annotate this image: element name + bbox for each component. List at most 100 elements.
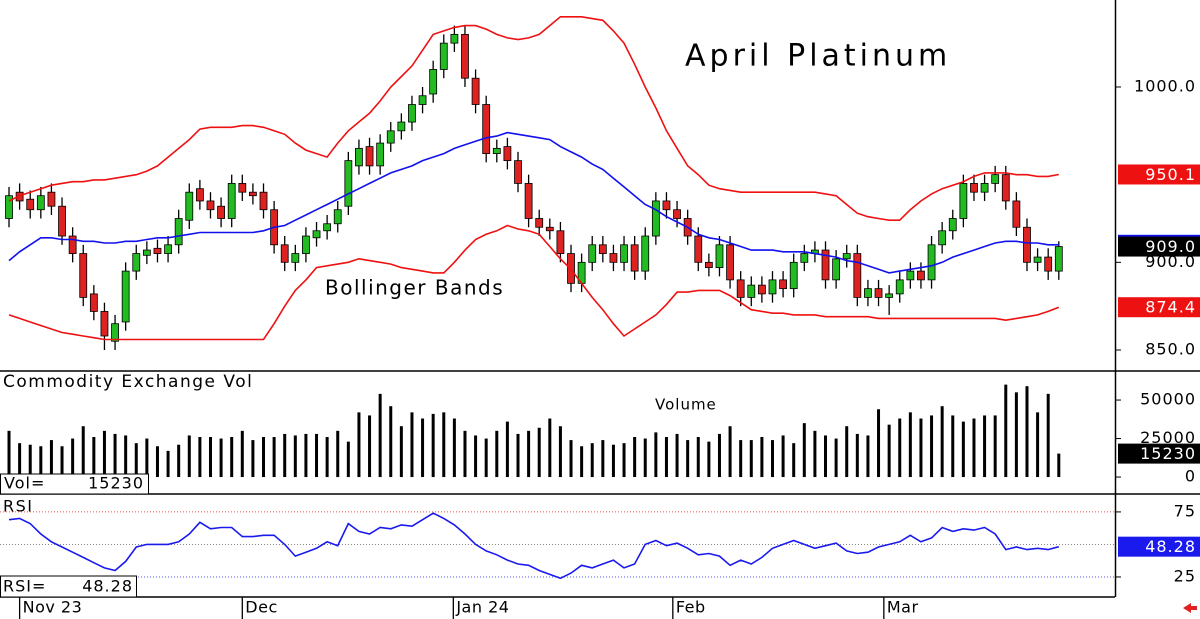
volume-bar xyxy=(368,415,372,478)
volume-bar xyxy=(686,440,690,478)
y-tick-label: 75 xyxy=(1174,501,1196,520)
volume-bar xyxy=(49,440,53,478)
volume-bar xyxy=(18,443,22,478)
candle-body xyxy=(461,33,469,79)
candle-body xyxy=(217,205,225,219)
volume-bar xyxy=(717,433,721,478)
volume-bar xyxy=(951,415,955,478)
volume-bar xyxy=(792,443,796,478)
volume-bar xyxy=(177,444,181,478)
volume-bar xyxy=(240,430,244,478)
volume-bar xyxy=(187,435,191,478)
candle-body xyxy=(704,261,713,268)
volume-bar xyxy=(346,441,350,478)
band-last-label-box xyxy=(1118,164,1200,185)
candle-body xyxy=(864,288,872,298)
volume-bar xyxy=(262,437,266,478)
volume-bar xyxy=(484,438,488,478)
volume-bar xyxy=(1004,384,1008,478)
volume-bar xyxy=(558,426,562,478)
candle-body xyxy=(736,279,745,298)
candle-body xyxy=(662,200,671,211)
candle-body xyxy=(323,223,332,232)
candle-body xyxy=(174,218,183,246)
bollinger-band xyxy=(8,15,1059,221)
volume-bar xyxy=(993,415,997,478)
volume-bar xyxy=(474,435,478,478)
panel-title: RSI xyxy=(3,497,34,516)
candle-body xyxy=(471,77,480,105)
last-volume-label-box xyxy=(1118,443,1200,464)
volume-bar xyxy=(760,437,764,478)
volume-bar xyxy=(580,446,584,478)
candle-body xyxy=(386,130,395,144)
candle-body xyxy=(408,104,416,123)
volume-bar xyxy=(877,409,881,478)
candle-body xyxy=(842,253,851,260)
y-tick-label: 0 xyxy=(1185,467,1196,486)
candle-body xyxy=(545,226,554,232)
candle-body xyxy=(68,235,77,254)
candle-body xyxy=(1001,174,1010,202)
volume-bar xyxy=(60,446,64,478)
volume-bar xyxy=(410,412,414,478)
volume-bar xyxy=(389,406,393,478)
volume-bar xyxy=(739,440,743,478)
y-tick-label: 25000 xyxy=(1140,428,1196,447)
candle-body xyxy=(821,249,830,281)
volume-bar xyxy=(7,430,11,478)
volume-bar xyxy=(643,438,647,478)
candle-body xyxy=(482,104,491,155)
candle-body xyxy=(111,323,119,342)
candle-body xyxy=(153,247,162,254)
candle-body xyxy=(598,244,607,254)
value-readout: 48.28 xyxy=(82,577,133,596)
candle-body xyxy=(917,270,925,281)
candle-body xyxy=(694,235,703,263)
volume-bar xyxy=(961,421,965,478)
candle-body xyxy=(439,42,448,70)
volume-bar xyxy=(908,412,912,478)
last-price-label-box xyxy=(1118,236,1200,257)
candle-body xyxy=(195,188,204,202)
candle-body xyxy=(768,279,777,295)
volume-bar xyxy=(251,440,255,478)
volume-bar xyxy=(495,430,499,478)
candle-body xyxy=(651,200,660,237)
volume-bar xyxy=(442,412,446,478)
volume-bar xyxy=(972,418,976,478)
candle-body xyxy=(895,279,904,295)
candle-body xyxy=(906,270,915,281)
x-tick-label: Nov 23 xyxy=(23,598,83,617)
band-last-label-box xyxy=(1118,297,1200,318)
candle-body xyxy=(630,244,639,272)
candle-body xyxy=(927,244,936,281)
candle-body xyxy=(959,183,968,219)
candle-body xyxy=(132,253,141,272)
volume-bar xyxy=(1025,386,1029,478)
candle-body xyxy=(227,183,236,219)
volume-bar xyxy=(1057,453,1061,478)
volume-bar xyxy=(325,437,329,478)
candle-body xyxy=(853,253,862,298)
volume-bar xyxy=(166,450,170,478)
candle-body xyxy=(588,244,597,263)
scroll-arrow[interactable] xyxy=(1183,603,1197,613)
x-tick-label: Jan 24 xyxy=(455,598,509,617)
y-tick-label: 25 xyxy=(1174,566,1196,585)
volume-bar xyxy=(431,413,435,478)
volume-bar xyxy=(145,438,149,478)
volume-bar xyxy=(940,406,944,478)
candle-body xyxy=(376,142,385,167)
volume-bar xyxy=(198,437,202,478)
candle-body xyxy=(58,205,66,237)
candle-body xyxy=(249,191,257,197)
volume-bar xyxy=(611,444,615,478)
candle-body xyxy=(302,235,310,254)
candle-body xyxy=(164,244,172,254)
volume-bar xyxy=(824,435,828,478)
volume-bar xyxy=(590,443,594,478)
volume-bar xyxy=(208,437,212,478)
candle-body xyxy=(1012,200,1021,228)
